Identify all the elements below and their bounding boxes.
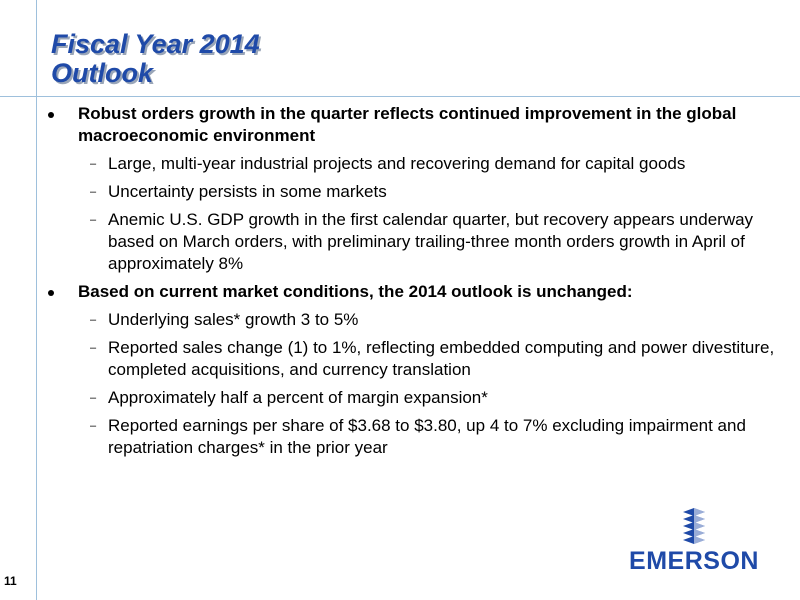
sub-bullet-item: – Reported sales change (1) to 1%, refle… <box>46 337 794 381</box>
sub-bullet-text: Approximately half a percent of margin e… <box>108 388 488 407</box>
title-line-1: Fiscal Year 2014 <box>51 29 260 59</box>
dash-icon: – <box>90 342 97 354</box>
sub-bullet-text: Reported sales change (1) to 1%, reflect… <box>108 338 775 379</box>
sub-bullet-item: – Uncertainty persists in some markets <box>46 181 794 203</box>
sub-bullet-item: – Large, multi-year industrial projects … <box>46 153 794 175</box>
sub-bullet-item: – Reported earnings per share of $3.68 t… <box>46 415 794 459</box>
page-number: 11 <box>4 574 17 588</box>
dash-icon: – <box>90 158 97 170</box>
sub-bullet-list: – Underlying sales* growth 3 to 5% – Rep… <box>46 309 794 459</box>
sub-bullet-text: Reported earnings per share of $3.68 to … <box>108 416 746 457</box>
emerson-logo-mark-icon <box>683 508 705 544</box>
vertical-guide-line <box>36 0 37 600</box>
sub-bullet-list: – Large, multi-year industrial projects … <box>46 153 794 275</box>
title-line-2: Outlook <box>51 58 153 88</box>
emerson-logo-text: EMERSON <box>629 547 759 575</box>
sub-bullet-text: Anemic U.S. GDP growth in the first cale… <box>108 210 754 273</box>
bullet-text: Robust orders growth in the quarter refl… <box>78 104 737 145</box>
sub-bullet-item: – Underlying sales* growth 3 to 5% <box>46 309 794 331</box>
dash-icon: – <box>90 314 97 326</box>
dash-icon: – <box>90 420 97 432</box>
bullet-list: Robust orders growth in the quarter refl… <box>46 103 794 465</box>
emerson-logo: EMERSON <box>620 508 770 575</box>
bullet-item: Based on current market conditions, the … <box>46 281 794 303</box>
sub-bullet-text: Underlying sales* growth 3 to 5% <box>108 310 359 329</box>
sub-bullet-text: Large, multi-year industrial projects an… <box>108 154 686 173</box>
slide-title: Fiscal Year 2014 Outlook <box>51 30 260 88</box>
sub-bullet-item: – Approximately half a percent of margin… <box>46 387 794 409</box>
dash-icon: – <box>90 214 97 226</box>
sub-bullet-text: Uncertainty persists in some markets <box>108 182 387 201</box>
horizontal-guide-line <box>0 96 800 97</box>
bullet-dot-icon <box>48 290 54 296</box>
dash-icon: – <box>90 392 97 404</box>
bullet-item: Robust orders growth in the quarter refl… <box>46 103 794 147</box>
bullet-text: Based on current market conditions, the … <box>78 282 633 301</box>
bullet-dot-icon <box>48 112 54 118</box>
dash-icon: – <box>90 186 97 198</box>
sub-bullet-item: – Anemic U.S. GDP growth in the first ca… <box>46 209 794 275</box>
